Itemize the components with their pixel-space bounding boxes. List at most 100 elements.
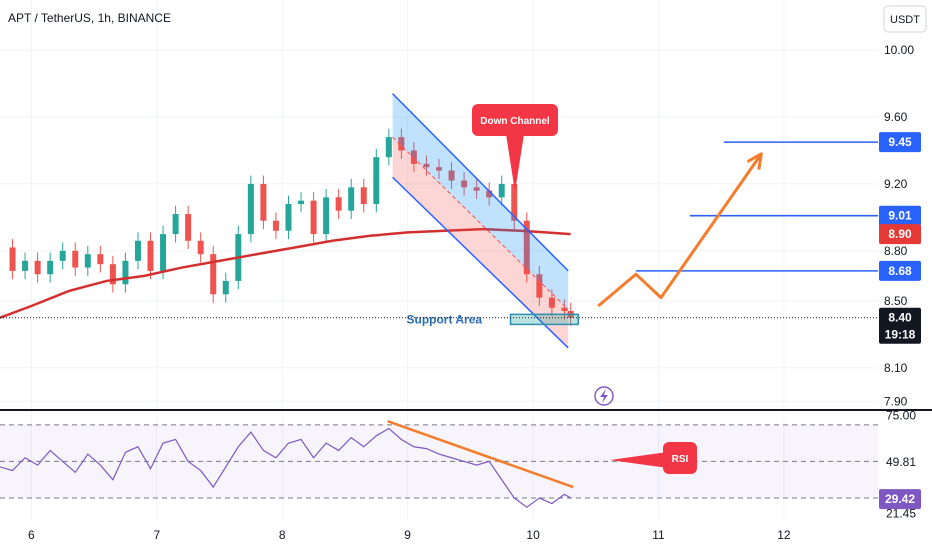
candle-body[interactable] — [109, 264, 116, 285]
chart-title: APT / TetherUS, 1h, BINANCE — [8, 11, 171, 25]
rsi-tick-label: 75.00 — [886, 409, 916, 423]
candle-body[interactable] — [448, 170, 455, 181]
rsi-callout-box — [663, 442, 697, 474]
candle-body[interactable] — [348, 187, 355, 211]
candle-body[interactable] — [511, 183, 518, 221]
axes: 7.90 8.10 8.50 8.80 9.20 9.60 10.00 9.45 9.01 8.6… — [28, 43, 921, 542]
candle-body[interactable] — [197, 240, 204, 255]
candle-body[interactable] — [147, 240, 154, 271]
candle-body[interactable] — [410, 150, 417, 164]
candle-body[interactable] — [298, 200, 305, 204]
candle-body[interactable] — [398, 137, 405, 151]
candle-body[interactable] — [373, 157, 380, 204]
candle-body[interactable] — [247, 183, 254, 235]
time-tick-label: 11 — [652, 528, 665, 542]
candle-body[interactable] — [84, 254, 91, 268]
current-price-badge[interactable] — [879, 307, 921, 344]
down-channel-callout-pointer — [506, 134, 524, 192]
time-tick-label: 9 — [404, 528, 411, 542]
lightning-icon[interactable] — [594, 386, 614, 406]
down-channel-upper-fill — [392, 93, 569, 310]
rsi-trendline[interactable] — [387, 419, 574, 489]
time-tick-label: 8 — [279, 528, 286, 542]
price-pane[interactable]: Support Area Down Channel — [0, 93, 878, 349]
down-channel-upper-line[interactable] — [392, 93, 569, 272]
time-tick-label: 12 — [777, 528, 791, 542]
candle-body[interactable] — [310, 200, 317, 235]
candle-body[interactable] — [210, 254, 217, 295]
candle-body[interactable] — [385, 137, 392, 158]
candle-body[interactable] — [335, 197, 342, 211]
down-channel-callout-box — [472, 104, 558, 136]
currency-label: USDT — [890, 14, 920, 26]
level-badge-label: 9.45 — [888, 135, 912, 149]
candle-body[interactable] — [22, 260, 29, 271]
rsi-value-label: 29.42 — [885, 492, 915, 506]
candle-body[interactable] — [185, 214, 192, 241]
support-area-label: Support Area — [406, 312, 482, 326]
level-badge-label: 9.01 — [888, 209, 912, 223]
candle-body[interactable] — [172, 214, 179, 235]
support-area-zone[interactable] — [509, 313, 579, 326]
grid — [0, 0, 932, 520]
rsi-tick-label: 49.81 — [886, 455, 916, 469]
projection-arrowhead — [746, 152, 763, 170]
projection-path[interactable] — [597, 152, 763, 308]
price-tick-label: 7.90 — [884, 394, 908, 408]
moving-average-line[interactable] — [0, 227, 571, 319]
candle-body[interactable] — [436, 167, 442, 171]
price-tick-label: 8.50 — [884, 294, 908, 308]
time-tick-label: 10 — [526, 528, 540, 542]
down-channel-lower-line[interactable] — [392, 176, 569, 349]
lightning-icon-bolt — [600, 389, 608, 403]
down-channel-mid-line — [392, 136, 569, 310]
countdown-timer: 19:18 — [885, 328, 916, 342]
candle-body[interactable] — [122, 260, 129, 285]
candle-body[interactable] — [222, 280, 229, 295]
candle-body[interactable] — [285, 204, 292, 231]
candle-body[interactable] — [423, 163, 430, 168]
moving-average-badge[interactable] — [879, 224, 921, 245]
candle-body[interactable] — [34, 260, 41, 275]
candle-body[interactable] — [498, 183, 505, 198]
candle-body[interactable] — [160, 234, 167, 271]
moving-average-badge-label: 8.90 — [888, 227, 912, 241]
candle-body[interactable] — [561, 307, 568, 312]
candle-body[interactable] — [9, 247, 16, 271]
level-badge[interactable] — [879, 132, 921, 153]
candle-body[interactable] — [47, 260, 54, 275]
time-tick-label: 6 — [28, 528, 35, 542]
level-badge[interactable] — [879, 260, 921, 281]
candle-body[interactable] — [473, 187, 480, 191]
candle-body[interactable] — [360, 187, 367, 204]
price-tick-label: 8.80 — [884, 244, 908, 258]
candle-body[interactable] — [97, 254, 104, 265]
rsi-callout-pointer — [610, 452, 668, 468]
level-badge-label: 8.68 — [888, 264, 912, 278]
candle-body[interactable] — [260, 183, 267, 221]
rsi-line[interactable] — [0, 427, 572, 508]
candle-body[interactable] — [134, 240, 141, 261]
candle-body[interactable] — [486, 190, 493, 198]
candle-body[interactable] — [536, 274, 543, 298]
candle-body[interactable] — [548, 297, 555, 308]
candle-body[interactable] — [272, 220, 279, 231]
candle-body[interactable] — [323, 197, 330, 235]
level-badge[interactable] — [879, 205, 921, 226]
candle-body[interactable] — [72, 250, 79, 268]
candle-body[interactable] — [523, 220, 530, 275]
candle-body[interactable] — [461, 180, 468, 188]
rsi-value-badge[interactable] — [879, 489, 921, 510]
down-channel-callout[interactable]: Down Channel — [472, 104, 558, 192]
down-channel-lower-fill — [392, 137, 569, 348]
down-channel-callout-label: Down Channel — [480, 116, 550, 127]
currency-button[interactable]: USDT — [883, 5, 927, 33]
rsi-callout[interactable]: RSI — [610, 442, 697, 474]
candle-body[interactable] — [59, 250, 66, 261]
price-tick-label: 9.20 — [884, 177, 908, 191]
rsi-pane[interactable]: RSI — [0, 419, 878, 508]
currency-button-frame — [883, 5, 927, 33]
rsi-tick-label: 21.45 — [886, 507, 916, 521]
